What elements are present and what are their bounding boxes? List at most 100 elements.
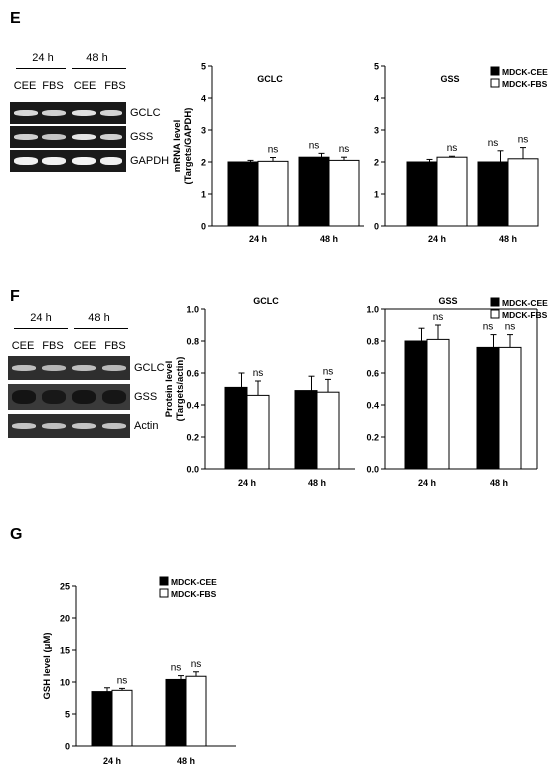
significance-label: ns: [117, 675, 128, 686]
blot-condition-label: FBS: [42, 80, 64, 92]
significance-label: ns: [339, 144, 350, 155]
bar: [477, 161, 509, 227]
blot-divider: [74, 328, 128, 329]
bar: [298, 156, 330, 227]
y-tick-label: 4: [374, 94, 379, 104]
bar: [404, 340, 428, 470]
bar: [476, 346, 500, 470]
y-tick-label: 0: [65, 742, 70, 752]
legend-swatch-fbs: [490, 78, 500, 88]
legend-label-fbs: MDCK-FBS: [502, 310, 548, 320]
bar: [294, 390, 318, 470]
bar: [406, 161, 438, 227]
bar: [227, 161, 259, 227]
blot-row-gss: [10, 126, 126, 148]
y-tick-label: 3: [201, 126, 206, 136]
chart-title: GCLC: [253, 296, 279, 306]
panel-letter-f: F: [10, 288, 20, 305]
y-tick-label: 4: [201, 94, 206, 104]
blot-row-label: GCLC: [130, 107, 161, 119]
y-tick-label: 3: [374, 126, 379, 136]
panel-letter-g: G: [10, 526, 23, 543]
y-tick-label: 0.8: [366, 337, 379, 347]
x-tick-label: 24 h: [103, 756, 121, 766]
bar: [91, 691, 113, 747]
significance-label: ns: [171, 663, 182, 674]
blot-condition-label: CEE: [73, 340, 97, 352]
y-tick-label: 5: [374, 62, 379, 72]
y-tick-label: 0.8: [186, 337, 199, 347]
significance-label: ns: [518, 135, 529, 146]
legend-swatch-cee: [490, 66, 500, 76]
y-tick-label: 5: [65, 710, 70, 720]
legend-label-cee: MDCK-CEE: [171, 577, 217, 587]
y-tick-label: 0.2: [186, 433, 199, 443]
blot-condition-label: CEE: [73, 80, 97, 92]
y-tick-label: 10: [60, 678, 70, 688]
significance-label: ns: [488, 138, 499, 149]
significance-label: ns: [253, 368, 264, 379]
blot-row-label: GSS: [130, 131, 154, 143]
bar: [224, 386, 248, 470]
y-tick-label: 0.6: [186, 369, 199, 379]
y-tick-label: 25: [60, 582, 70, 592]
y-tick-label: 0.6: [366, 369, 379, 379]
significance-label: ns: [191, 659, 202, 670]
x-tick-label: 48 h: [308, 478, 326, 488]
blot-time-label: 24 h: [30, 312, 52, 324]
blot-row-label: GCLC: [134, 362, 165, 374]
bar: [507, 158, 539, 227]
bar: [426, 338, 450, 470]
panel-letter-e: E: [10, 10, 21, 27]
y-tick-label: 15: [60, 646, 70, 656]
legend-swatch-cee: [159, 576, 169, 586]
blot-row-gclc: [8, 356, 130, 380]
blot-row-label: GAPDH: [130, 155, 170, 167]
bar: [185, 675, 207, 747]
significance-label: ns: [433, 312, 444, 323]
blot-row-label: GSS: [134, 391, 158, 403]
bar: [436, 156, 468, 227]
chart-title: GCLC: [257, 74, 283, 84]
western-blot-e: 24 h 48 h CEE FBS CEE FBS GCLC GSS GAPDH: [10, 52, 170, 182]
legend-label-fbs: MDCK-FBS: [502, 79, 548, 89]
x-tick-label: 48 h: [499, 234, 517, 244]
blot-divider: [14, 328, 68, 329]
legend-label-cee: MDCK-CEE: [502, 67, 548, 77]
blot-row-actin: [8, 414, 130, 438]
legend-swatch-fbs: [490, 309, 500, 319]
bar: [111, 689, 133, 747]
y-axis-label: (Targets/actin): [175, 357, 186, 422]
blot-row-gss: [8, 384, 130, 410]
y-tick-label: 2: [201, 158, 206, 168]
bar: [328, 159, 360, 227]
x-tick-label: 24 h: [418, 478, 436, 488]
y-tick-label: 0: [374, 222, 379, 232]
bar: [257, 160, 289, 227]
y-tick-label: 0: [201, 222, 206, 232]
western-blot-f: 24 h 48 h CEE FBS CEE FBS GCLC GSS Actin: [8, 312, 168, 442]
x-tick-label: 48 h: [177, 756, 195, 766]
bar: [165, 678, 187, 747]
x-tick-label: 48 h: [490, 478, 508, 488]
y-axis-label: (Targets/GAPDH): [183, 108, 194, 185]
blot-condition-label: FBS: [42, 340, 64, 352]
blot-row-gclc: [10, 102, 126, 124]
blot-time-label: 48 h: [88, 312, 110, 324]
significance-label: ns: [268, 145, 279, 156]
x-tick-label: 48 h: [320, 234, 338, 244]
blot-condition-label: CEE: [11, 340, 35, 352]
y-tick-label: 1: [374, 190, 379, 200]
y-tick-label: 5: [201, 62, 206, 72]
y-tick-label: 0.4: [186, 401, 199, 411]
blot-time-label: 48 h: [86, 52, 108, 64]
legend-swatch-fbs: [159, 588, 169, 598]
blot-condition-label: FBS: [104, 80, 126, 92]
bar: [246, 394, 270, 470]
legend-swatch-cee: [490, 297, 500, 307]
bar: [316, 391, 340, 470]
y-tick-label: 0.0: [186, 465, 199, 475]
blot-time-label: 24 h: [32, 52, 54, 64]
y-tick-label: 0.4: [366, 401, 379, 411]
y-tick-label: 20: [60, 614, 70, 624]
